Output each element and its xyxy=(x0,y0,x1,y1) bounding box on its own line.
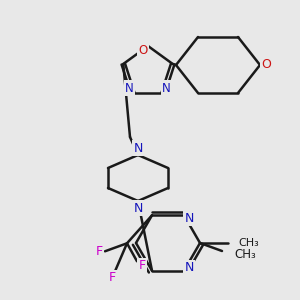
Text: N: N xyxy=(184,212,194,225)
Text: F: F xyxy=(108,271,116,284)
Text: N: N xyxy=(125,82,134,94)
Text: N: N xyxy=(133,142,143,154)
Text: F: F xyxy=(138,259,146,272)
Text: O: O xyxy=(261,58,271,71)
Text: F: F xyxy=(95,245,103,258)
Text: N: N xyxy=(133,202,143,214)
Text: N: N xyxy=(184,261,194,274)
Text: CH₃: CH₃ xyxy=(238,238,259,248)
Text: CH₃: CH₃ xyxy=(234,248,256,260)
Text: O: O xyxy=(138,44,148,58)
Text: N: N xyxy=(162,82,171,94)
